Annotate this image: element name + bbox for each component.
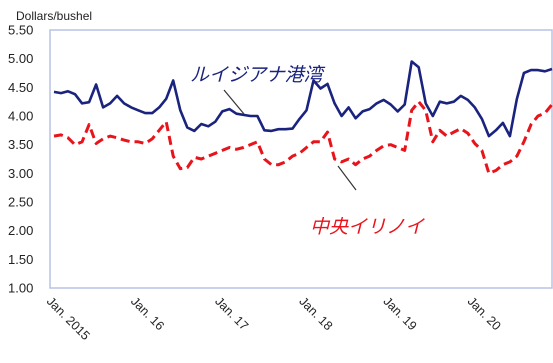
louisiana-gulf-label: ルイジアナ港湾 xyxy=(190,64,326,86)
x-tick-label: Jan. 19 xyxy=(381,294,420,333)
x-tick-label: Jan. 17 xyxy=(212,294,251,333)
y-tick-label: 4.50 xyxy=(8,80,33,95)
annotation-leader-line xyxy=(337,165,357,191)
y-tick-label: 3.00 xyxy=(8,166,33,181)
y-tick-label: 1.50 xyxy=(8,252,33,267)
series-layer xyxy=(53,60,553,175)
y-axis-ticks: 1.00 1.50 2.00 2.50 3.00 3.50 4.00 4.50 5.00 5.50 xyxy=(8,23,33,296)
central-illinois-label: 中央イリノイ xyxy=(310,216,425,238)
y-tick-label: 5.50 xyxy=(8,23,33,38)
x-tick-label: Jan. 20 xyxy=(465,294,504,333)
louisiana-gulf-series-line xyxy=(53,60,553,138)
x-tick-label: Jan. 2015 xyxy=(44,294,93,343)
central-illinois-series-line xyxy=(53,100,553,175)
y-tick-label: 2.00 xyxy=(8,223,33,238)
y-tick-label: 2.50 xyxy=(8,195,33,210)
x-tick-label: Jan. 16 xyxy=(128,294,167,333)
y-tick-label: 1.00 xyxy=(8,281,33,296)
y-axis-unit-label: Dollars/bushel xyxy=(16,9,92,23)
annotation-leader-line xyxy=(223,89,245,115)
x-axis-ticks: Jan. 2015 Jan. 16 Jan. 17 Jan. 18 Jan. 19 Jan… xyxy=(44,294,504,343)
y-tick-label: 5.00 xyxy=(8,51,33,66)
y-tick-label: 4.00 xyxy=(8,109,33,124)
y-tick-label: 3.50 xyxy=(8,137,33,152)
x-tick-label: Jan. 18 xyxy=(296,294,335,333)
plot-area-frame xyxy=(49,29,553,289)
